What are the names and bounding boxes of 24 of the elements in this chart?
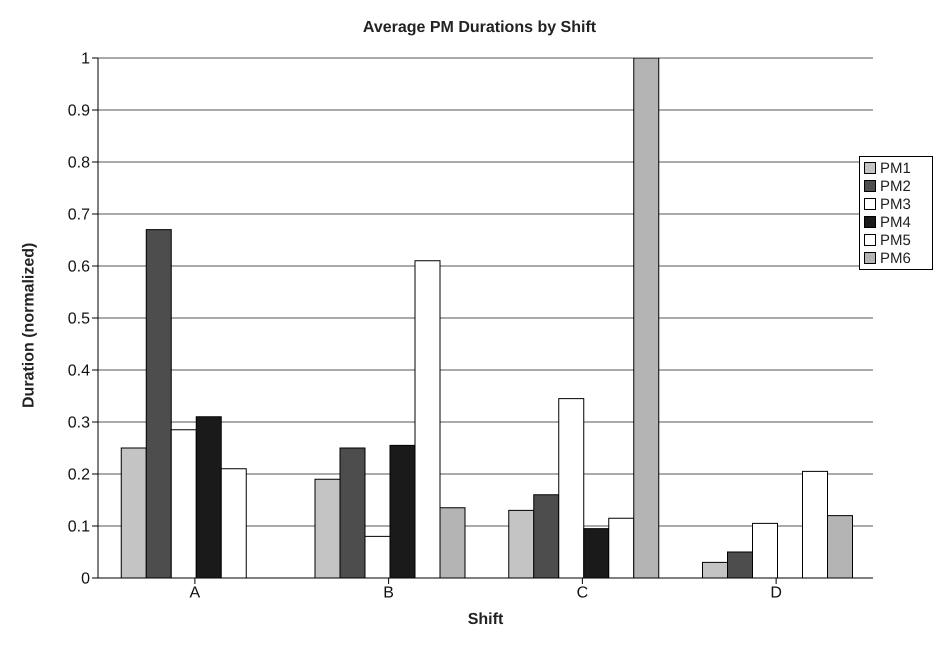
legend-label: PM3: [880, 196, 911, 212]
y-tick-label: 0.2: [68, 466, 90, 484]
y-tick-label: 1: [81, 50, 90, 68]
legend-label: PM4: [880, 214, 911, 230]
x-tick-label: A: [190, 584, 201, 602]
y-tick-label: 0.4: [68, 362, 90, 380]
chart-title: Average PM Durations by Shift: [362, 18, 598, 38]
legend-label: PM2: [880, 178, 911, 194]
y-axis-title: Duration (normalized): [20, 242, 38, 408]
y-tick-label: 0.3: [68, 414, 90, 432]
y-tick-label: 0.6: [68, 258, 90, 276]
y-tick-label: 0.9: [68, 102, 90, 120]
x-tick-label: D: [770, 584, 782, 602]
y-tick-label: 0.5: [68, 310, 90, 328]
legend-label: PM1: [880, 160, 911, 176]
y-tick-label: 0.8: [68, 154, 90, 172]
legend-label: PM6: [880, 250, 911, 266]
y-tick-label: 0: [81, 570, 90, 588]
y-tick-label: 0.7: [68, 206, 90, 224]
x-tick-label: C: [576, 584, 588, 602]
legend-label: PM5: [880, 232, 911, 248]
y-tick-label: 0.1: [68, 518, 90, 536]
x-tick-label: B: [383, 584, 394, 602]
x-axis-title: Shift: [468, 611, 504, 628]
